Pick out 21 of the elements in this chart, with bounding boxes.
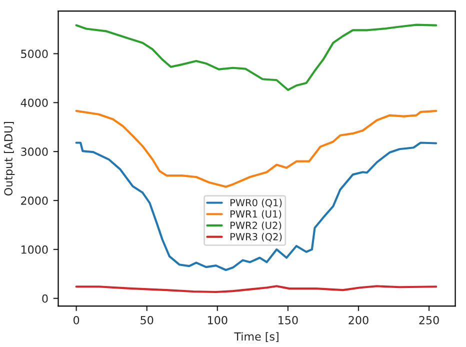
x-tick-label: 200 <box>348 316 368 324</box>
y-tick-label: 0 <box>42 294 48 303</box>
x-axis-title: Time [s] <box>234 332 278 342</box>
legend-label: PWR2 (U2) <box>230 222 282 230</box>
line-series <box>75 110 438 188</box>
legend-label: PWR3 (Q2) <box>230 232 282 242</box>
y-tick-label: 3000 <box>21 148 48 156</box>
y-tick-label: 1000 <box>21 245 48 254</box>
y-tick-label: 2000 <box>21 196 48 205</box>
x-tick-label: 100 <box>208 316 228 324</box>
x-tick-label: 50 <box>140 316 154 324</box>
x-tick-label: 150 <box>278 316 298 324</box>
y-axis-title: Output [ADU] <box>4 122 15 196</box>
legend-label: PWR1 (U1) <box>230 210 282 219</box>
line-series <box>75 24 438 91</box>
legend-label: PWR0 (Q1) <box>230 198 282 208</box>
x-tick-label: 0 <box>74 316 80 324</box>
y-tick-label: 5000 <box>21 50 48 58</box>
y-tick-label: 4000 <box>20 98 48 107</box>
x-tick-label: 250 <box>419 316 439 324</box>
line-series <box>75 142 438 272</box>
